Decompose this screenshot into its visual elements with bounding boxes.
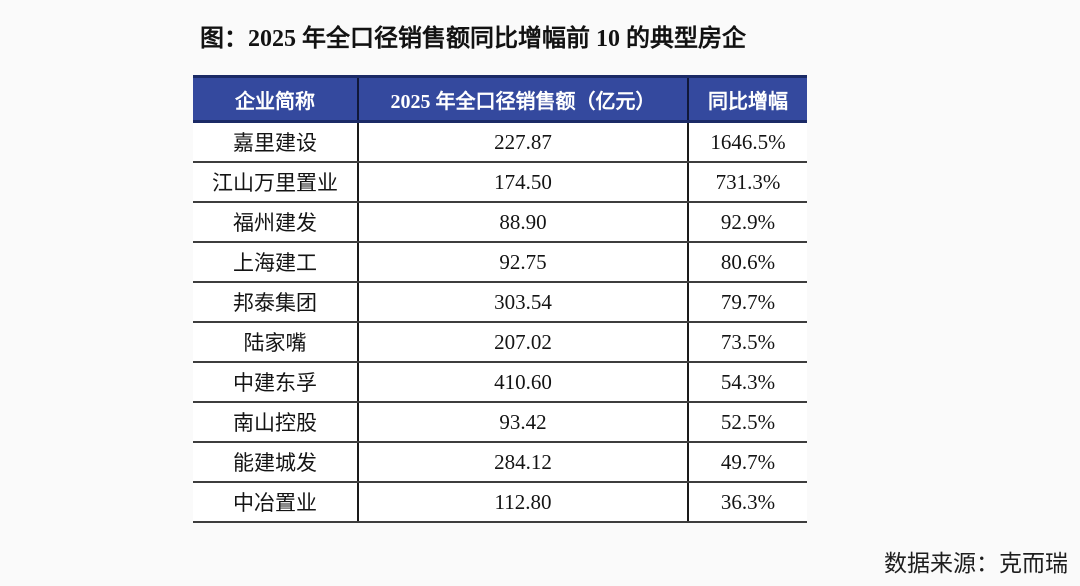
growth-value-cell: 1646.5%: [687, 121, 807, 163]
table-row: 中冶置业 112.80 36.3%: [193, 482, 807, 523]
col-header-growth: 同比增幅: [687, 75, 807, 123]
growth-value-cell: 49.7%: [687, 442, 807, 483]
company-name-cell: 福州建发: [193, 202, 358, 243]
growth-value-cell: 79.7%: [687, 282, 807, 323]
growth-value-cell: 731.3%: [687, 162, 807, 203]
company-name-cell: 陆家嘴: [193, 322, 358, 363]
company-name-cell: 南山控股: [193, 402, 358, 443]
table-row: 陆家嘴 207.02 73.5%: [193, 322, 807, 363]
sales-value-cell: 227.87: [357, 121, 688, 163]
table-row: 嘉里建设 227.87 1646.5%: [193, 121, 807, 163]
data-source-note: 数据来源：克而瑞: [884, 551, 1068, 576]
col-header-company: 企业简称: [193, 75, 358, 123]
figure-title: 图：2025 年全口径销售额同比增幅前 10 的典型房企: [200, 26, 746, 52]
sales-value-cell: 93.42: [357, 402, 688, 443]
table-row: 江山万里置业 174.50 731.3%: [193, 162, 807, 203]
growth-value-cell: 80.6%: [687, 242, 807, 283]
sales-value-cell: 174.50: [357, 162, 688, 203]
company-name-cell: 能建城发: [193, 442, 358, 483]
growth-value-cell: 54.3%: [687, 362, 807, 403]
table-row: 能建城发 284.12 49.7%: [193, 442, 807, 483]
sales-value-cell: 112.80: [357, 482, 688, 523]
growth-value-cell: 73.5%: [687, 322, 807, 363]
col-header-sales: 2025 年全口径销售额（亿元）: [357, 75, 688, 123]
sales-value-cell: 284.12: [357, 442, 688, 483]
table-row: 邦泰集团 303.54 79.7%: [193, 282, 807, 323]
sales-value-cell: 92.75: [357, 242, 688, 283]
sales-growth-table: 企业简称 2025 年全口径销售额（亿元） 同比增幅 嘉里建设 227.87 1…: [193, 75, 807, 523]
table-row: 上海建工 92.75 80.6%: [193, 242, 807, 283]
company-name-cell: 上海建工: [193, 242, 358, 283]
growth-value-cell: 92.9%: [687, 202, 807, 243]
table-body: 嘉里建设 227.87 1646.5% 江山万里置业 174.50 731.3%…: [193, 121, 807, 523]
company-name-cell: 中冶置业: [193, 482, 358, 523]
sales-value-cell: 410.60: [357, 362, 688, 403]
sales-value-cell: 207.02: [357, 322, 688, 363]
growth-value-cell: 36.3%: [687, 482, 807, 523]
company-name-cell: 嘉里建设: [193, 121, 358, 163]
sales-value-cell: 88.90: [357, 202, 688, 243]
company-name-cell: 江山万里置业: [193, 162, 358, 203]
table-row: 福州建发 88.90 92.9%: [193, 202, 807, 243]
table-header-row: 企业简称 2025 年全口径销售额（亿元） 同比增幅: [193, 75, 807, 123]
sales-value-cell: 303.54: [357, 282, 688, 323]
table-row: 中建东孚 410.60 54.3%: [193, 362, 807, 403]
company-name-cell: 邦泰集团: [193, 282, 358, 323]
table-row: 南山控股 93.42 52.5%: [193, 402, 807, 443]
growth-value-cell: 52.5%: [687, 402, 807, 443]
company-name-cell: 中建东孚: [193, 362, 358, 403]
